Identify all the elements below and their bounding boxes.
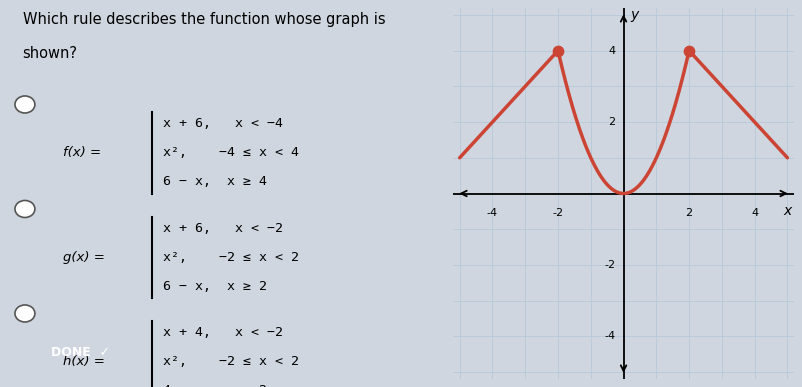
Text: x + 4,   x < −2: x + 4, x < −2 — [163, 326, 283, 339]
Text: 6 − x,  x ≥ 2: 6 − x, x ≥ 2 — [163, 280, 267, 293]
Text: x + 6,   x < −2: x + 6, x < −2 — [163, 222, 283, 235]
Circle shape — [15, 200, 35, 217]
Circle shape — [15, 96, 35, 113]
Point — [552, 48, 565, 54]
Text: -4: -4 — [604, 331, 615, 341]
Text: 2: 2 — [608, 117, 615, 127]
Text: 4: 4 — [608, 46, 615, 56]
Text: g(x) =: g(x) = — [63, 251, 105, 264]
Text: h(x) =: h(x) = — [63, 355, 105, 368]
Text: y: y — [630, 8, 638, 22]
Point — [683, 48, 695, 54]
Text: -4: -4 — [487, 208, 498, 218]
Text: x + 6,   x < −4: x + 6, x < −4 — [163, 117, 283, 130]
Text: f(x) =: f(x) = — [63, 146, 102, 159]
Text: -2: -2 — [553, 208, 564, 218]
Text: x²,    −4 ≤ x < 4: x², −4 ≤ x < 4 — [163, 146, 299, 159]
Text: Which rule describes the function whose graph is: Which rule describes the function whose … — [22, 12, 385, 27]
Circle shape — [15, 305, 35, 322]
Text: shown?: shown? — [22, 46, 78, 62]
Text: 6 − x,  x ≥ 4: 6 − x, x ≥ 4 — [163, 175, 267, 188]
Text: x: x — [784, 204, 792, 218]
Text: 4: 4 — [751, 208, 758, 218]
Text: x²,    −2 ≤ x < 2: x², −2 ≤ x < 2 — [163, 355, 299, 368]
Text: x²,    −2 ≤ x < 2: x², −2 ≤ x < 2 — [163, 251, 299, 264]
Text: DONE  ✓: DONE ✓ — [51, 346, 110, 359]
Text: -2: -2 — [604, 260, 615, 270]
Text: 2: 2 — [686, 208, 693, 218]
Text: 4 − x,  x ≥ 2: 4 − x, x ≥ 2 — [163, 384, 267, 387]
